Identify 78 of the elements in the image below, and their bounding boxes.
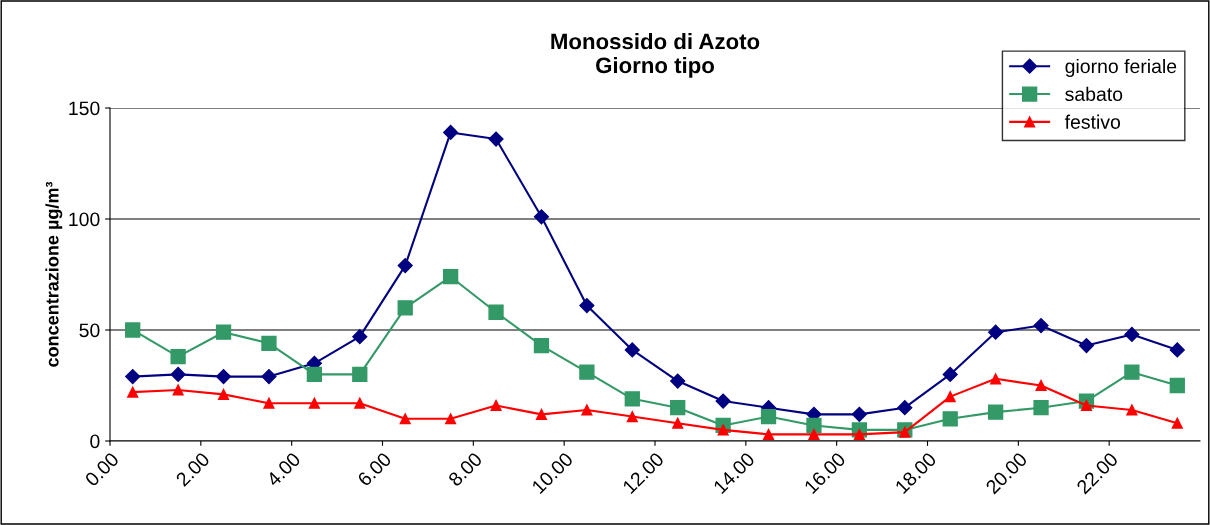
point (442, 269, 459, 285)
point (488, 131, 504, 147)
point (125, 369, 141, 385)
point (670, 373, 686, 389)
point (944, 391, 956, 403)
y-tick-label: 50 (79, 323, 100, 338)
point (170, 349, 186, 365)
point (445, 413, 457, 425)
point (1124, 364, 1140, 380)
legend-label: festivo (1064, 114, 1121, 129)
point (942, 411, 958, 427)
point (308, 397, 320, 409)
point (397, 300, 413, 316)
point (127, 386, 139, 398)
point (306, 366, 323, 383)
point (897, 400, 913, 416)
point (352, 366, 368, 383)
point (715, 393, 731, 409)
point (624, 391, 640, 407)
legend-label: giorno feriale (1065, 58, 1177, 78)
point (760, 408, 777, 425)
point (851, 406, 867, 422)
x-tick-label: 0.00 (84, 451, 120, 488)
point (899, 426, 911, 438)
point (354, 397, 366, 409)
point (1080, 399, 1093, 412)
point (533, 337, 550, 354)
point (987, 404, 1004, 420)
point (717, 424, 729, 436)
chart-title: Monossido di Azoto Giorno tipo (551, 32, 760, 78)
point (988, 324, 1004, 340)
point (215, 324, 232, 340)
point (853, 428, 865, 440)
point (352, 329, 368, 345)
point (1169, 377, 1185, 394)
point (397, 258, 413, 274)
y-tick-label: 150 (69, 101, 100, 116)
point (1124, 326, 1140, 343)
point (172, 384, 184, 396)
point (443, 124, 459, 140)
point (808, 428, 820, 440)
x-tick-label: 4.00 (265, 451, 302, 488)
point (1033, 400, 1049, 416)
y-tick-label: 100 (69, 212, 100, 227)
point (1078, 337, 1095, 354)
point (762, 428, 775, 440)
point (579, 298, 595, 314)
point (581, 404, 593, 416)
point (170, 366, 186, 382)
point (1035, 379, 1047, 392)
point (626, 411, 638, 423)
y-tick-label: 0 (90, 434, 100, 449)
point (672, 417, 684, 429)
point (125, 322, 141, 338)
point (1169, 342, 1185, 358)
point (990, 373, 1002, 385)
point (533, 209, 550, 225)
point (215, 369, 232, 385)
point (261, 335, 277, 351)
point (263, 397, 275, 409)
point (488, 304, 504, 320)
point (1033, 317, 1049, 334)
point (217, 388, 230, 400)
point (670, 400, 686, 416)
x-tick-label: 6.00 (356, 451, 393, 487)
legend-label: sabato (1065, 86, 1123, 102)
point (261, 369, 277, 385)
point (579, 364, 595, 380)
point (942, 366, 958, 382)
point (1171, 417, 1183, 429)
point (1126, 404, 1138, 416)
point (535, 408, 548, 420)
point (624, 342, 640, 358)
point (490, 399, 502, 412)
point (399, 413, 411, 425)
point (806, 417, 822, 434)
y-axis-title: concentrazione µg/m³ (45, 181, 63, 367)
x-tick-label: 8.00 (447, 451, 483, 487)
